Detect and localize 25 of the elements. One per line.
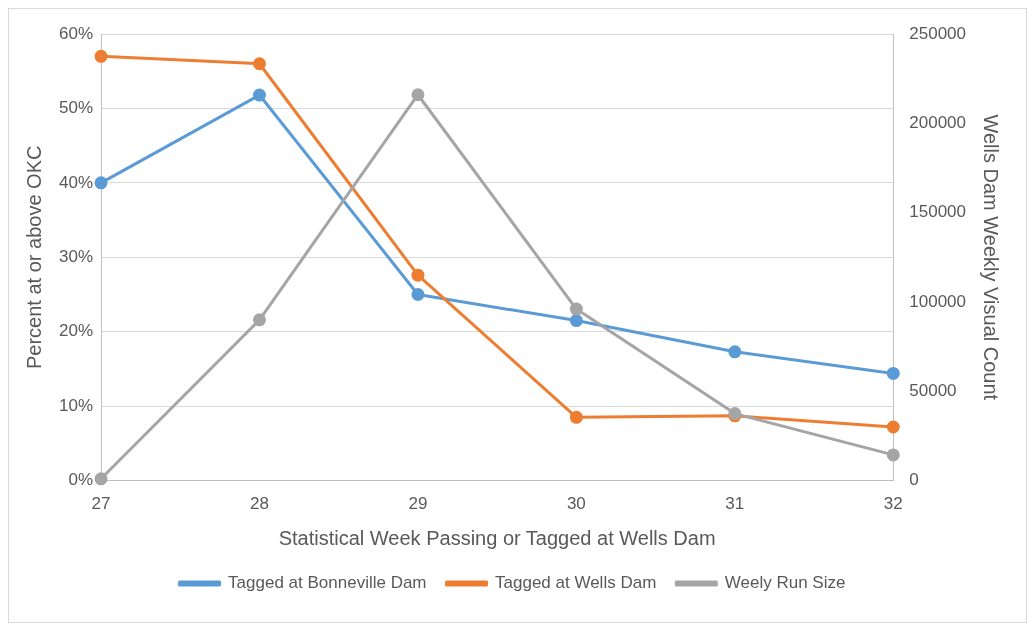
y-axis-title: Percent at or above OKC xyxy=(22,145,45,370)
x-tick-label: 29 xyxy=(408,494,428,514)
y2-tick-label: 100000 xyxy=(909,291,967,311)
y2-tick-label: 0 xyxy=(909,470,919,490)
legend-label: Tagged at Wells Dam xyxy=(495,573,657,593)
y2-tick-label: 150000 xyxy=(909,202,967,222)
y2-axis-title: Wells Dam Weekly Visual Count xyxy=(980,114,1003,401)
y-tick-label: 10% xyxy=(58,395,94,415)
x-tick-label: 30 xyxy=(566,494,586,514)
y-tick-label: 50% xyxy=(58,98,94,118)
legend-label: Weely Run Size xyxy=(724,573,846,593)
y-tick-label: 60% xyxy=(58,23,94,43)
y-tick-label: 30% xyxy=(58,246,94,266)
x-tick-label: 27 xyxy=(91,494,111,514)
x-tick-label: 32 xyxy=(883,494,903,514)
x-axis-title: Statistical Week Passing or Tagged at Wells Dam xyxy=(278,526,716,549)
y2-tick-label: 50000 xyxy=(909,380,957,400)
y2-tick-label: 200000 xyxy=(909,113,967,133)
y-tick-label: 20% xyxy=(58,321,94,341)
legend-label: Tagged at Bonneville Dam xyxy=(228,573,427,593)
y2-tick-label: 250000 xyxy=(909,23,967,43)
x-tick-label: 28 xyxy=(250,494,269,514)
y-tick-label: 0% xyxy=(68,470,94,490)
y-tick-label: 40% xyxy=(58,172,94,192)
x-tick-label: 31 xyxy=(725,494,745,514)
